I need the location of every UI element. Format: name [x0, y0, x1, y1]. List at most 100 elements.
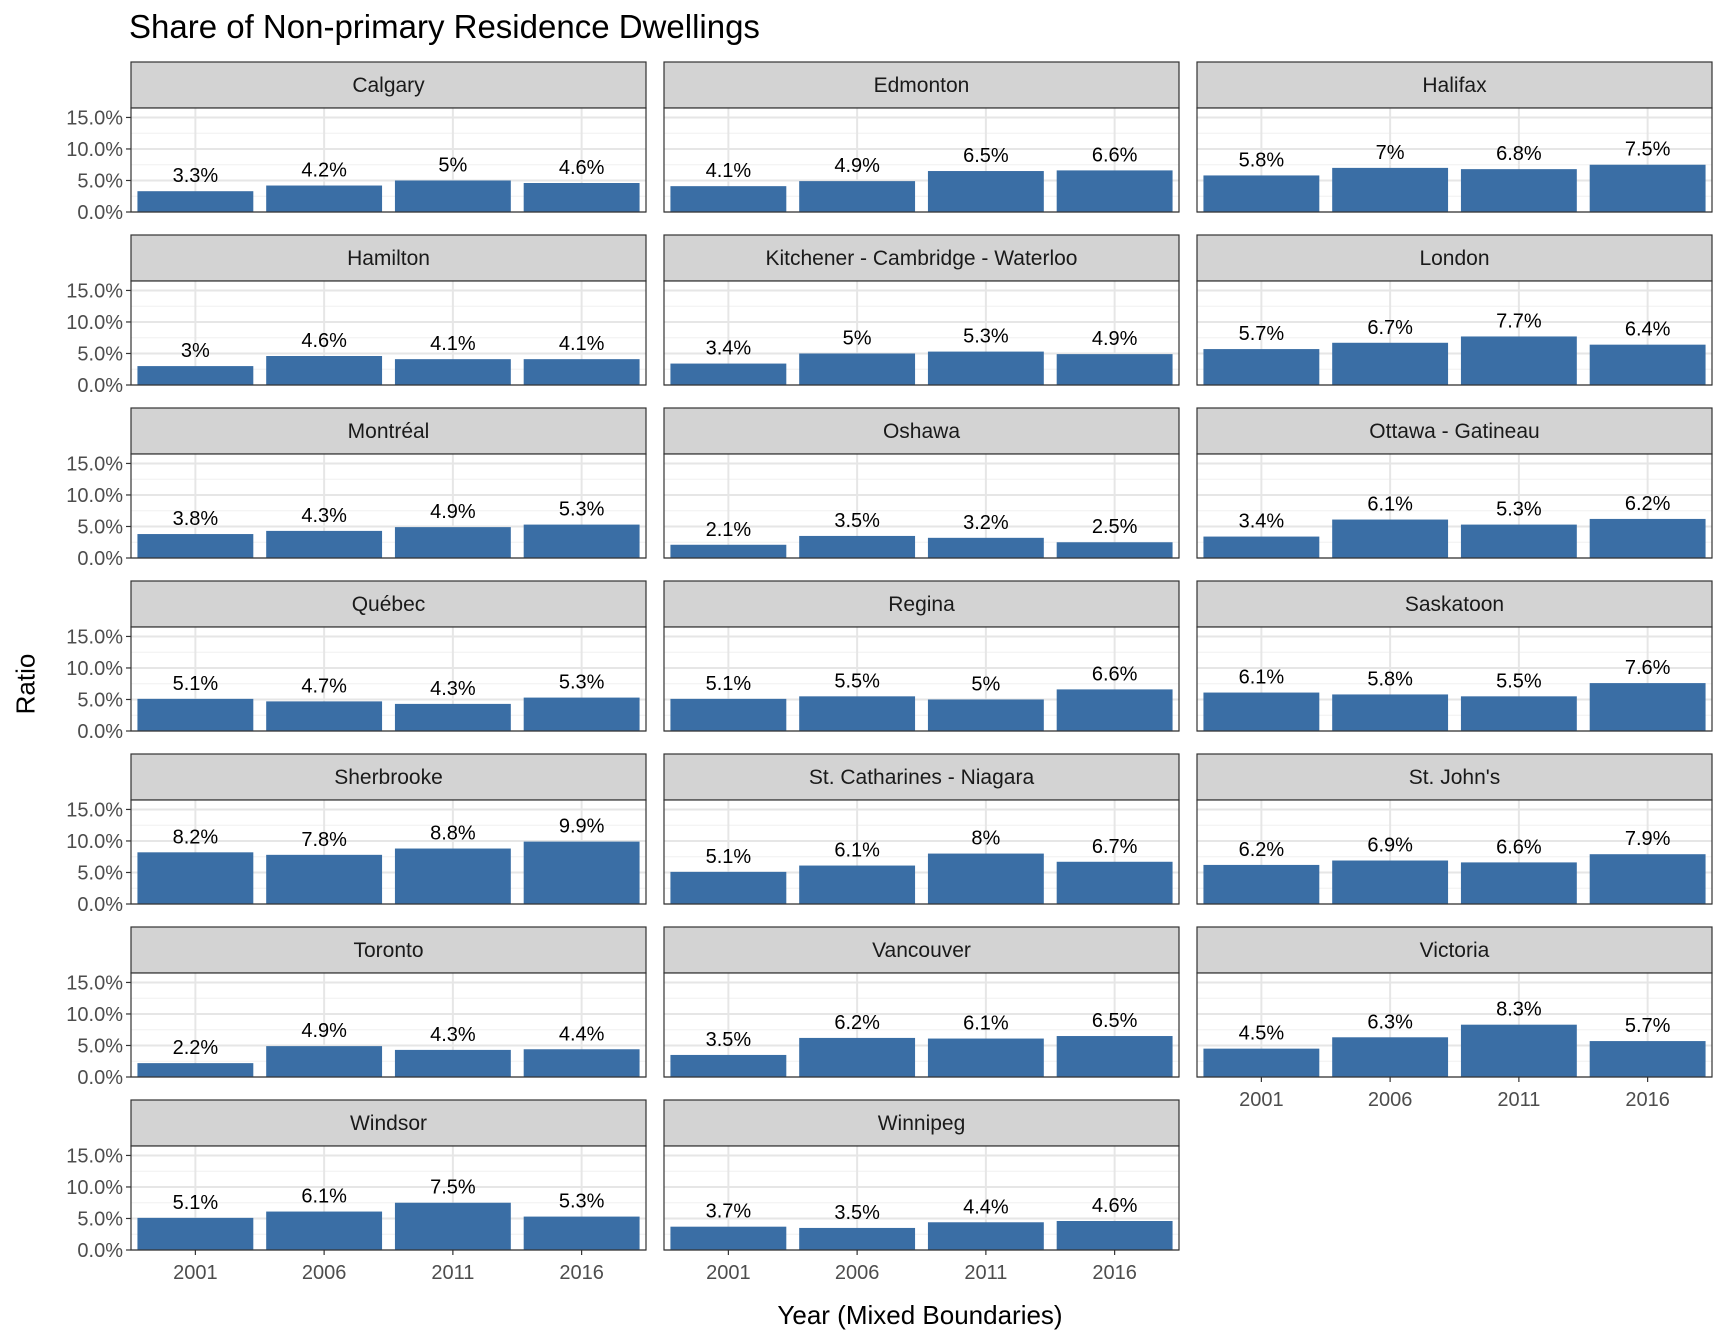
bar — [1589, 164, 1706, 212]
y-tick-label: 10.0% — [66, 485, 123, 507]
data-label: 5% — [843, 327, 872, 349]
data-label: 5.3% — [559, 499, 605, 521]
facet-strip — [663, 580, 1180, 628]
data-label: 4.3% — [430, 678, 476, 700]
bar — [394, 1049, 511, 1077]
bar — [394, 703, 511, 731]
panel-border — [130, 626, 647, 732]
y-tick-label: 10.0% — [66, 1004, 123, 1026]
bar — [799, 1037, 916, 1077]
data-label: 5.1% — [173, 1192, 219, 1214]
bar — [799, 865, 916, 904]
facet-panel: Kitchener - Cambridge - Waterloo 3.4% 5% 5.… — [663, 234, 1180, 386]
bar — [137, 852, 254, 904]
data-label: 3.8% — [173, 508, 219, 530]
y-tick-label: 0.0% — [77, 548, 123, 570]
y-tick-label: 5.0% — [77, 516, 123, 538]
y-tick-label: 5.0% — [77, 1035, 123, 1057]
facet-strip-label: London — [1419, 247, 1489, 270]
bar — [523, 183, 640, 212]
facet-panel: Edmonton 4.1% 4.9% 6.5% 6.6% — [663, 61, 1180, 213]
data-label: 6.7% — [1092, 836, 1138, 858]
bar — [523, 524, 640, 558]
bar — [670, 698, 787, 731]
bar — [927, 537, 1044, 558]
y-tick-label: 10.0% — [66, 312, 123, 334]
panel-border — [130, 972, 647, 1078]
data-label: 4.1% — [430, 333, 476, 355]
bar — [1332, 694, 1449, 731]
panel-border — [1196, 799, 1713, 905]
bar — [266, 1211, 383, 1250]
facet-strip-label: St. John's — [1409, 766, 1501, 789]
y-tick-label: 15.0% — [66, 107, 123, 129]
data-label: 3.5% — [706, 1029, 752, 1051]
data-label: 4.4% — [963, 1196, 1009, 1218]
data-label: 6.1% — [301, 1186, 347, 1208]
facet-panel: Toronto 2.2% 4.9% 4.3% 4.4% 0.0% 5.0% 10.0% 15.0… — [66, 926, 647, 1089]
bar — [137, 366, 254, 385]
bar — [1589, 518, 1706, 558]
panel-border — [1196, 453, 1713, 559]
bar — [1056, 861, 1173, 904]
bar — [1332, 342, 1449, 385]
panel-border — [663, 280, 1180, 386]
x-axis-title: Year (Mixed Boundaries) — [777, 1300, 1063, 1330]
data-label: 3% — [181, 340, 210, 362]
data-label: 7.8% — [301, 829, 347, 851]
facet-panel: Québec 5.1% 4.7% 4.3% 5.3% 0.0% 5.0% 10.0% 15.0% — [66, 580, 647, 743]
bar — [523, 697, 640, 731]
data-label: 6.1% — [963, 1013, 1009, 1035]
data-label: 4.2% — [301, 160, 347, 182]
facet-strip-label: Hamilton — [347, 247, 430, 270]
data-label: 4.1% — [559, 333, 605, 355]
data-label: 7.5% — [430, 1177, 476, 1199]
facet-panel: Windsor 5.1% 6.1% 7.5% 5.3% 0.0% 5.0% 10.0% 15.0… — [66, 1099, 647, 1284]
bar — [394, 527, 511, 558]
data-label: 7.5% — [1625, 139, 1671, 161]
bar — [799, 535, 916, 558]
panel-border — [1196, 280, 1713, 386]
facet-strip-label: Regina — [888, 593, 955, 616]
panel-border — [1196, 972, 1713, 1078]
facet-strip — [1196, 407, 1713, 455]
bar — [523, 359, 640, 385]
data-label: 5% — [971, 673, 1000, 695]
facet-strip — [130, 580, 647, 628]
bar — [137, 1063, 254, 1077]
panel-border — [1196, 626, 1713, 732]
data-label: 5.5% — [1496, 670, 1542, 692]
x-tick-label: 2001 — [706, 1262, 751, 1284]
y-tick-label: 15.0% — [66, 453, 123, 475]
y-tick-label: 10.0% — [66, 831, 123, 853]
data-label: 6.5% — [963, 145, 1009, 167]
bar — [1056, 1221, 1173, 1250]
facet-panel: Oshawa 2.1% 3.5% 3.2% 2.5% — [663, 407, 1180, 559]
data-label: 6.7% — [1367, 317, 1413, 339]
data-label: 5.5% — [834, 670, 880, 692]
bar — [1460, 862, 1577, 904]
bar — [1332, 519, 1449, 558]
data-label: 7% — [1376, 142, 1405, 164]
bar — [927, 853, 1044, 904]
facet-panel: Victoria 4.5% 6.3% 8.3% 5.7% 2001 2006 2011 2016 — [1196, 926, 1713, 1111]
bar — [266, 356, 383, 385]
bar — [1589, 344, 1706, 385]
facet-strip — [663, 407, 1180, 455]
bar — [394, 848, 511, 904]
facet-panel: Saskatoon 6.1% 5.8% 5.5% 7.6% — [1196, 580, 1713, 732]
facet-strip — [1196, 753, 1713, 801]
facet-panel: Hamilton 3% 4.6% 4.1% 4.1% 0.0% 5.0% 10.0% 15.0% — [66, 234, 647, 397]
y-tick-label: 15.0% — [66, 1145, 123, 1167]
bar — [927, 171, 1044, 212]
bar — [1460, 169, 1577, 212]
x-tick-label: 2016 — [1625, 1089, 1670, 1111]
data-label: 3.2% — [963, 512, 1009, 534]
y-tick-label: 5.0% — [77, 1208, 123, 1230]
x-tick-label: 2006 — [1368, 1089, 1413, 1111]
bar — [266, 185, 383, 212]
panel-border — [130, 799, 647, 905]
bar — [670, 1226, 787, 1250]
data-label: 6.9% — [1367, 835, 1413, 857]
